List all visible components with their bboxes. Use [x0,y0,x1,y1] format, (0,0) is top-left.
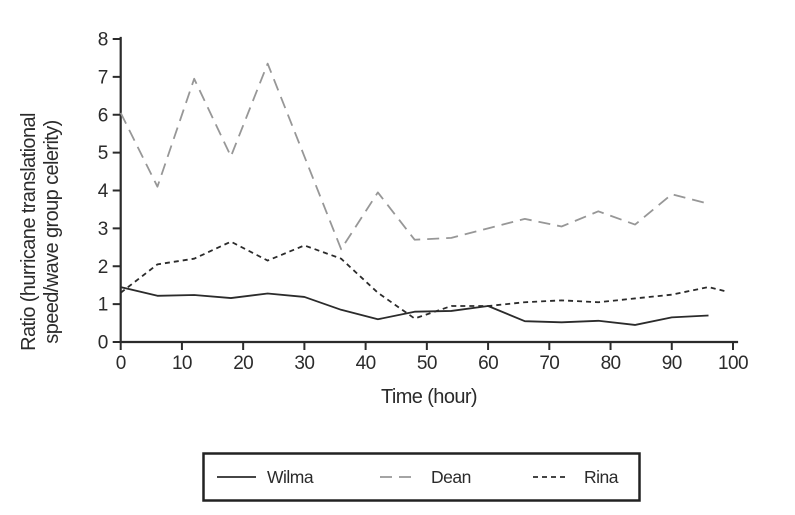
series-line-rina [120,240,728,320]
legend-box [202,452,641,502]
series-lines [119,62,728,326]
y-tick-label: 8 [98,30,108,51]
y-tick-label: 3 [98,219,108,240]
x-tick-label: 20 [233,353,253,374]
x-tick-label: 90 [662,353,682,374]
y-tick-label: 7 [98,67,108,88]
y-tick-label: 5 [98,143,108,164]
legend-label-rina: Rina [584,467,619,487]
y-tick-label: 6 [98,105,108,126]
y-axis-title-line1: Ratio (hurricane translational [18,113,40,351]
x-tick-label: 100 [718,353,748,374]
x-tick-label: 40 [356,353,376,374]
x-tick-label: 10 [172,353,192,374]
x-tick-label: 50 [417,353,437,374]
y-tick-label: 1 [98,295,108,316]
y-axis-title-line2: speed/wave group celerity) [41,120,63,343]
x-tick-label: 70 [539,353,559,374]
legend: Wilma Dean Rina [202,452,641,502]
x-tick-label: 60 [478,353,498,374]
x-tick-label: 0 [116,353,126,374]
x-tick-label: 80 [601,353,621,374]
y-tick-label: 4 [98,181,109,202]
y-tick-label: 2 [98,257,108,278]
legend-label-dean: Dean [431,467,471,487]
series-line-dean [119,62,709,251]
legend-item-rina: Rina [533,467,619,487]
legend-item-dean: Dean [380,467,471,487]
legend-item-wilma: Wilma [217,467,314,487]
y-tick-label: 0 [98,333,108,354]
x-tick-label: 30 [294,353,314,374]
series-line-wilma [120,286,709,326]
legend-label-wilma: Wilma [267,467,314,487]
x-axis-title: Time (hour) [381,386,477,408]
